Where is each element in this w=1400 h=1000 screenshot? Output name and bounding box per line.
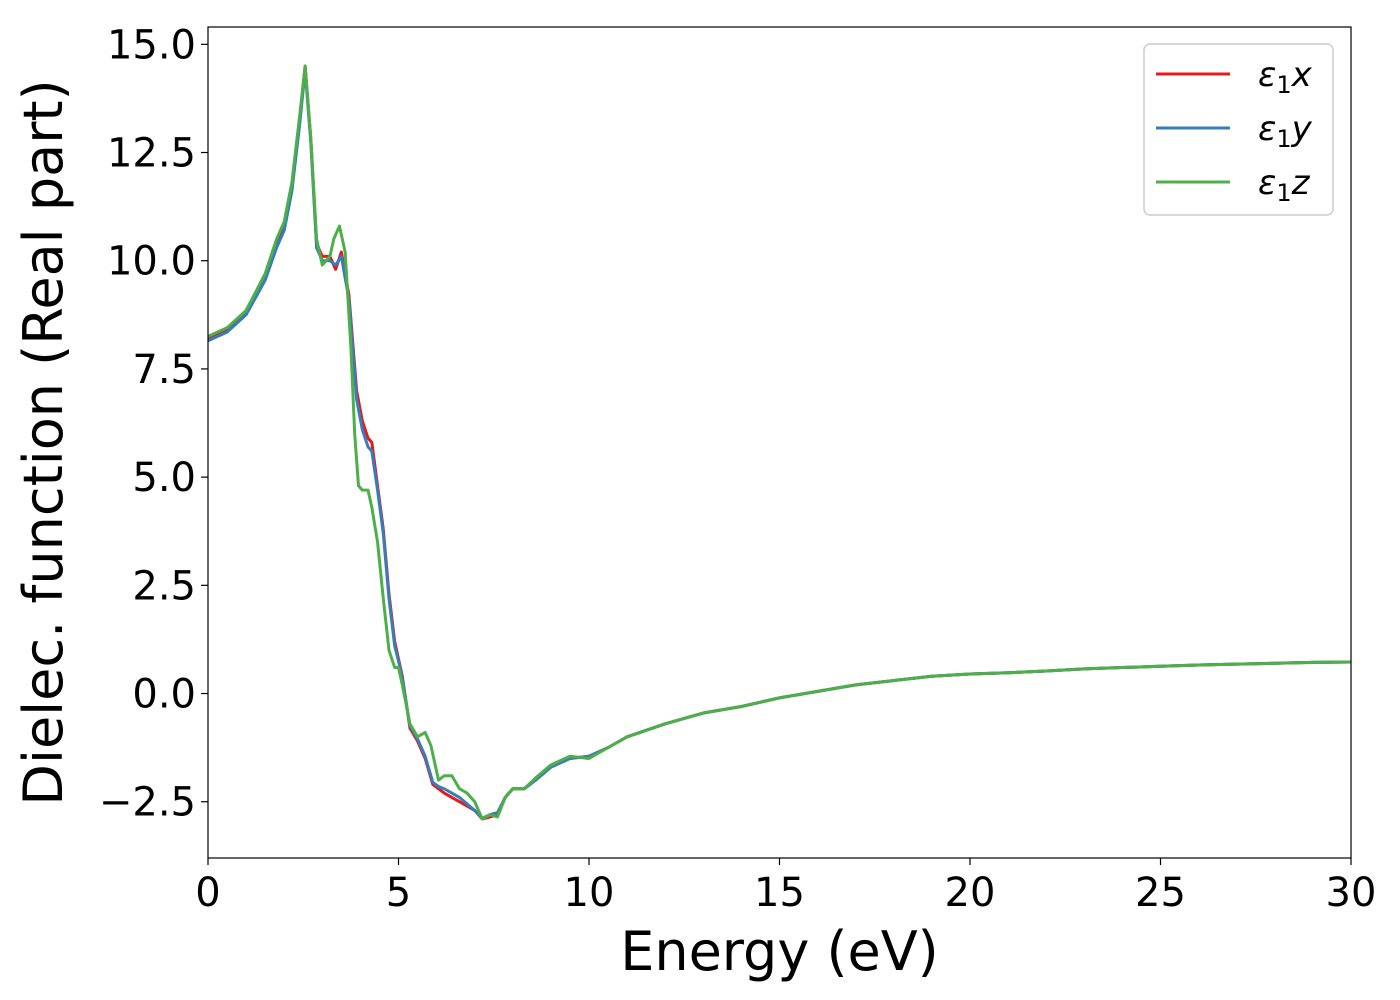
y-tick-label: 7.5 [132,347,196,393]
series-lines [208,64,1351,821]
axes-frame [207,26,1352,859]
series-line-z [208,64,1351,821]
x-tick-label: 25 [1135,870,1186,916]
y-tick-label: 5.0 [132,455,196,501]
x-tick-label: 5 [386,870,411,916]
y-tick-label: 0.0 [132,672,196,718]
x-tick-label: 20 [945,870,996,916]
legend-label-x: ε1x [1258,55,1313,99]
x-tick-label: 30 [1326,870,1377,916]
y-axis-title: Dielec. function (Real part) [12,79,75,805]
x-axis-ticks: 0 5 10 15 20 25 30 [195,858,1376,916]
x-axis-title: Energy (eV) [620,920,939,983]
legend-label-z: ε1z [1258,163,1311,207]
y-tick-label: 2.5 [132,563,196,609]
y-tick-label: 15.0 [107,22,196,68]
legend-box [1143,43,1334,216]
y-axis-ticks: −2.5 0.0 2.5 5.0 7.5 10.0 12.5 15.0 [99,22,208,826]
y-tick-label: 10.0 [107,239,196,285]
x-tick-label: 15 [754,870,805,916]
legend: ε1x ε1y ε1z [1143,43,1334,216]
x-tick-label: 0 [195,870,220,916]
y-tick-label: −2.5 [99,780,196,826]
y-tick-label: 12.5 [107,131,196,177]
legend-label-y: ε1y [1258,109,1313,153]
x-tick-label: 10 [564,870,615,916]
